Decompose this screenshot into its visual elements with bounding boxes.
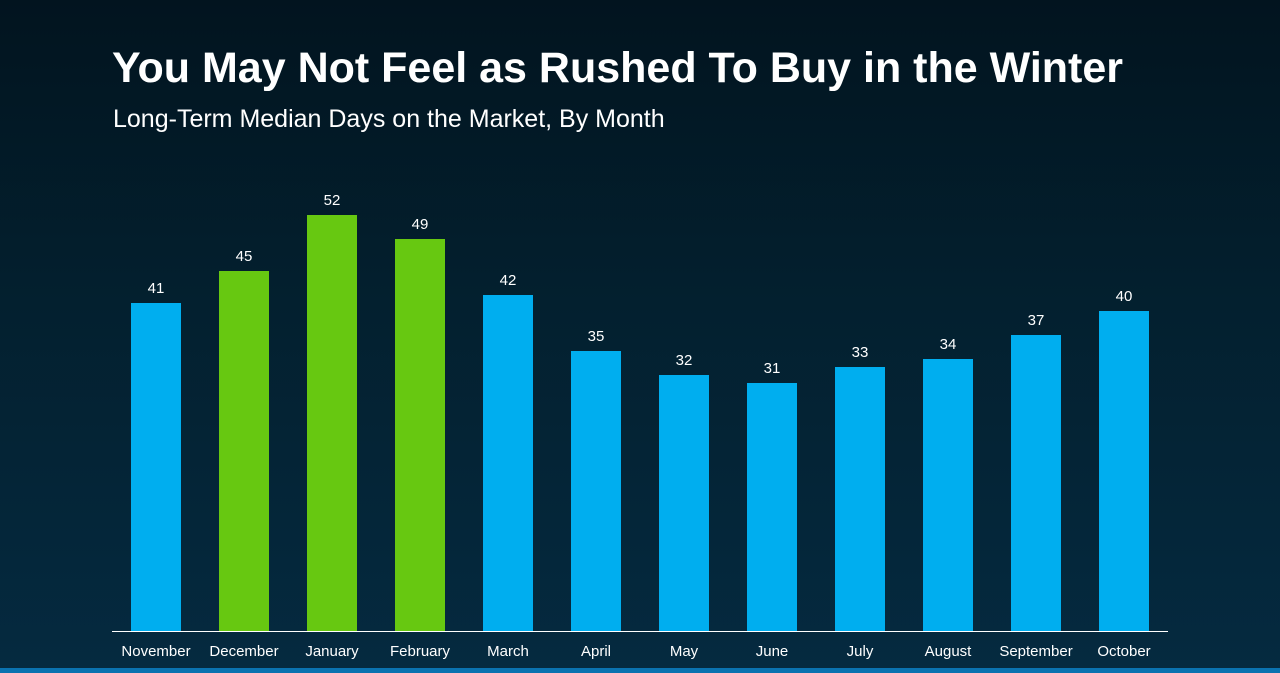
x-tick-label-december: December <box>209 643 278 660</box>
x-tick-label-september: September <box>999 643 1072 660</box>
x-tick-label-january: January <box>305 643 359 660</box>
value-labels-group: 41 45 52 49 42 35 32 31 33 34 37 40 <box>148 192 1133 377</box>
chart-subtitle: Long-Term Median Days on the Market, By … <box>113 105 665 133</box>
value-label-march: 42 <box>500 272 517 289</box>
value-label-july: 33 <box>852 344 869 361</box>
bar-july <box>835 367 885 631</box>
x-tick-label-october: October <box>1097 643 1150 660</box>
value-label-january: 52 <box>324 192 341 209</box>
x-tick-label-july: July <box>847 643 874 660</box>
x-tick-label-february: February <box>390 643 451 660</box>
bar-september <box>1011 335 1061 631</box>
x-tick-label-april: April <box>581 643 611 660</box>
value-label-november: 41 <box>148 280 165 297</box>
value-label-february: 49 <box>412 216 429 233</box>
bar-march <box>483 295 533 631</box>
value-label-may: 32 <box>676 352 693 369</box>
bar-october <box>1099 311 1149 631</box>
value-label-june: 31 <box>764 360 781 377</box>
x-tick-label-may: May <box>670 643 699 660</box>
bar-june <box>747 383 797 631</box>
value-label-december: 45 <box>236 248 253 265</box>
x-tick-labels-group: November December January February March Apri… <box>121 643 1150 660</box>
bar-april <box>571 351 621 631</box>
bottom-accent-strip <box>0 668 1280 673</box>
chart-title: You May Not Feel as Rushed To Buy in the… <box>112 44 1124 92</box>
bar-may <box>659 375 709 631</box>
x-tick-label-june: June <box>756 643 789 660</box>
value-label-october: 40 <box>1116 288 1133 305</box>
bars-group <box>131 215 1149 631</box>
value-label-september: 37 <box>1028 312 1045 329</box>
x-tick-label-november: November <box>121 643 190 660</box>
value-label-august: 34 <box>940 336 957 353</box>
value-label-april: 35 <box>588 328 605 345</box>
bar-december <box>219 271 269 631</box>
bar-august <box>923 359 973 631</box>
x-tick-label-august: August <box>925 643 973 660</box>
bar-january <box>307 215 357 631</box>
bar-november <box>131 303 181 631</box>
bar-february <box>395 239 445 631</box>
x-tick-label-march: March <box>487 643 529 660</box>
